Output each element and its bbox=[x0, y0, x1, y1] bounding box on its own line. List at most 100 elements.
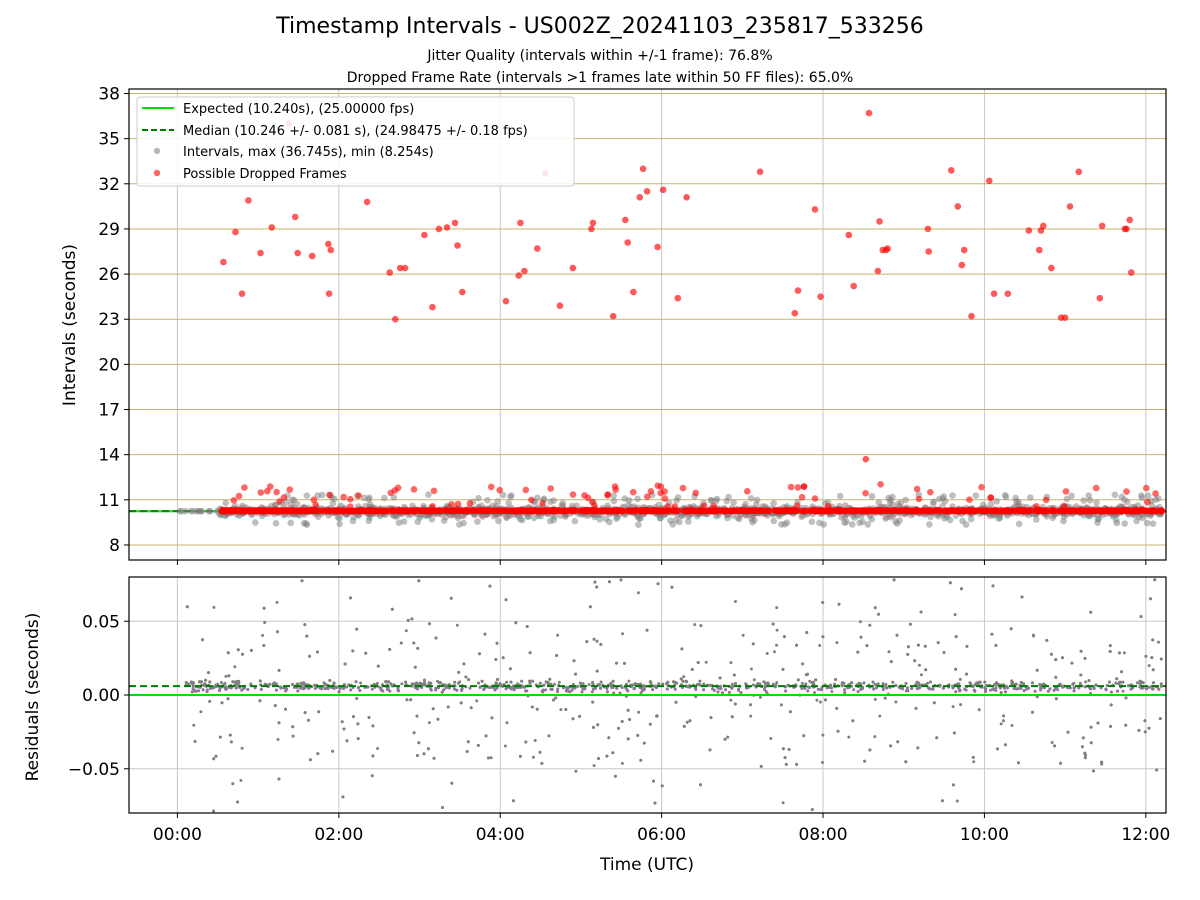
residual-point bbox=[1050, 741, 1054, 744]
dropped-frame-point bbox=[811, 206, 819, 213]
dropped-frame-point bbox=[460, 507, 468, 515]
dropped-frame-point bbox=[352, 507, 359, 515]
residual-point bbox=[852, 688, 856, 692]
residual-point bbox=[607, 736, 611, 740]
residual-point bbox=[1157, 687, 1161, 691]
residual-point bbox=[541, 690, 545, 694]
dropped-frame-point bbox=[487, 483, 495, 491]
dropped-frame-point bbox=[454, 500, 462, 508]
chart-title: Timestamp Intervals - US002Z_20241103_23… bbox=[276, 14, 924, 39]
dropped-frame-point bbox=[1042, 496, 1050, 504]
dropped-frame-point bbox=[355, 492, 363, 500]
residual-point bbox=[504, 598, 508, 602]
dropped-frame-point bbox=[547, 485, 554, 492]
residual-point bbox=[1157, 640, 1160, 644]
dropped-frame-point bbox=[327, 246, 335, 254]
dropped-frame-point bbox=[347, 495, 354, 503]
residual-point bbox=[505, 721, 509, 725]
dropped-frame-point bbox=[794, 287, 802, 294]
dropped-frame-point bbox=[639, 165, 647, 173]
interval-point bbox=[602, 515, 610, 523]
dropped-frame-point bbox=[986, 177, 993, 185]
interval-point bbox=[1060, 517, 1067, 525]
residual-point bbox=[325, 686, 329, 690]
dropped-frame-point bbox=[609, 312, 617, 320]
dropped-frame-point bbox=[571, 507, 579, 515]
intervals-y-tick-label: 38 bbox=[98, 85, 120, 105]
interval-point bbox=[205, 507, 212, 515]
residual-point bbox=[518, 754, 522, 758]
residual-point bbox=[208, 699, 212, 703]
interval-point bbox=[182, 507, 189, 515]
residual-point bbox=[775, 681, 779, 685]
interval-point bbox=[329, 500, 337, 507]
interval-point bbox=[551, 513, 558, 520]
dropped-frame-point bbox=[881, 507, 889, 515]
dropped-frame-point bbox=[527, 507, 535, 514]
residual-point bbox=[904, 681, 908, 685]
residual-point bbox=[720, 691, 724, 695]
residual-point bbox=[1045, 638, 1049, 642]
dropped-frame-point bbox=[443, 224, 451, 231]
interval-point bbox=[962, 521, 970, 528]
residual-point bbox=[559, 708, 563, 712]
residual-point bbox=[284, 707, 287, 711]
residual-point bbox=[609, 681, 613, 685]
dropped-frame-point bbox=[589, 219, 597, 227]
residual-point bbox=[218, 735, 222, 739]
residual-point bbox=[718, 676, 722, 680]
residual-point bbox=[415, 754, 419, 757]
dropped-frame-point bbox=[539, 500, 546, 507]
residual-point bbox=[873, 606, 877, 610]
interval-point bbox=[868, 516, 876, 523]
residual-point bbox=[702, 682, 706, 686]
interval-point bbox=[507, 492, 515, 499]
residual-point bbox=[781, 747, 785, 751]
residual-point bbox=[784, 762, 788, 766]
residual-point bbox=[231, 782, 235, 786]
residual-point bbox=[444, 686, 448, 690]
residual-point bbox=[1135, 681, 1139, 685]
residual-point bbox=[371, 724, 375, 728]
interval-point bbox=[336, 514, 343, 522]
residual-point bbox=[1117, 682, 1121, 686]
residual-point bbox=[566, 686, 570, 690]
residual-point bbox=[583, 687, 587, 691]
residual-point bbox=[351, 715, 355, 719]
dropped-frame-point bbox=[876, 218, 883, 225]
residual-point bbox=[599, 680, 603, 684]
residual-point bbox=[977, 708, 981, 712]
residual-point bbox=[892, 578, 896, 582]
dropped-frame-point bbox=[447, 507, 455, 515]
residual-point bbox=[653, 801, 657, 805]
residual-point bbox=[835, 706, 839, 710]
residual-point bbox=[734, 600, 737, 603]
interval-point bbox=[778, 521, 785, 528]
dropped-frame-point bbox=[654, 243, 661, 251]
residual-point bbox=[781, 667, 785, 671]
residual-point bbox=[465, 750, 469, 753]
residual-point bbox=[696, 661, 700, 664]
dropped-frame-point bbox=[280, 494, 288, 501]
residual-point bbox=[487, 756, 490, 760]
interval-point bbox=[849, 521, 856, 528]
interval-point bbox=[395, 519, 403, 526]
dropped-frame-point bbox=[579, 507, 586, 514]
residual-point bbox=[1083, 656, 1087, 660]
residual-point bbox=[531, 679, 535, 683]
dropped-frame-point bbox=[517, 219, 524, 227]
residual-point bbox=[628, 718, 632, 721]
dropped-frame-point bbox=[308, 252, 316, 260]
dropped-frame-point bbox=[276, 498, 283, 505]
residual-point bbox=[990, 632, 994, 636]
residual-point bbox=[1122, 651, 1126, 655]
residual-point bbox=[682, 675, 686, 679]
interval-point bbox=[836, 492, 844, 500]
interval-point bbox=[213, 507, 221, 515]
residual-point bbox=[276, 738, 280, 741]
dropped-frame-point bbox=[1048, 264, 1055, 272]
residual-point bbox=[592, 637, 596, 641]
dropped-frame-point bbox=[279, 507, 287, 515]
residual-point bbox=[1050, 652, 1053, 656]
residual-point bbox=[951, 783, 955, 787]
